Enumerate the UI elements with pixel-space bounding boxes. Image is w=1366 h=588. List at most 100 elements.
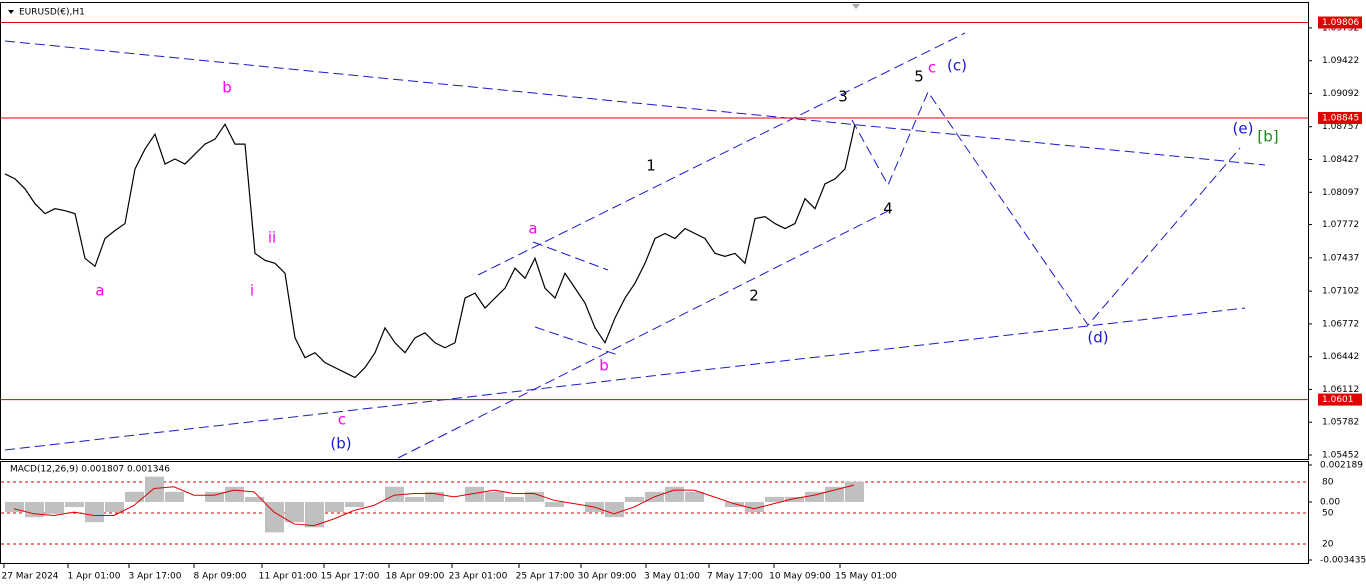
trend-line bbox=[397, 209, 891, 459]
histogram-bar bbox=[805, 491, 824, 502]
x-tick-label: 27 Mar 2024 bbox=[1, 572, 58, 582]
trend-line bbox=[532, 241, 609, 271]
y-tick-label: 1.09092 bbox=[1322, 89, 1359, 99]
wave-label: ii bbox=[268, 229, 276, 247]
trend-line bbox=[4, 307, 1246, 451]
histogram-bar bbox=[345, 501, 364, 508]
x-tick-label: 15 Apr 17:00 bbox=[321, 572, 380, 582]
histogram-bar bbox=[45, 501, 64, 514]
wave-label: [b] bbox=[1257, 128, 1278, 146]
y-tick-label: 1.06772 bbox=[1322, 319, 1359, 329]
y-tick-label: 0.00 bbox=[1320, 497, 1340, 507]
wave-label: c bbox=[338, 411, 346, 429]
x-tick-label: 8 Apr 09:00 bbox=[194, 572, 247, 582]
histogram-bar bbox=[225, 486, 244, 502]
wave-label: b bbox=[222, 79, 232, 97]
x-tick-label: 3 Apr 17:00 bbox=[129, 572, 182, 582]
y-tick-label: 1.06442 bbox=[1322, 352, 1359, 362]
projection-path bbox=[851, 90, 1241, 326]
histogram-bar bbox=[425, 491, 444, 502]
level-label-box bbox=[1318, 111, 1362, 124]
wave-label: c bbox=[928, 59, 936, 77]
histogram-bar bbox=[265, 501, 284, 533]
y-tick-label: 1.07437 bbox=[1322, 253, 1359, 263]
wave-label: 5 bbox=[914, 68, 924, 86]
y-tick-label: 1.07772 bbox=[1322, 220, 1359, 230]
histogram-bar bbox=[825, 486, 844, 502]
level-label: 20 bbox=[1322, 540, 1334, 550]
y-tick-label: 1.06112 bbox=[1322, 385, 1359, 395]
level-label-box bbox=[1318, 16, 1362, 29]
wave-label: (d) bbox=[1087, 329, 1108, 347]
histogram-bar bbox=[385, 486, 404, 502]
y-tick-label: 0.002189 bbox=[1320, 461, 1363, 471]
histogram-bar bbox=[485, 491, 504, 502]
histogram-bar bbox=[505, 496, 524, 502]
trend-line bbox=[4, 40, 1266, 166]
histogram-bar bbox=[545, 501, 564, 508]
x-tick-label: 3 May 01:00 bbox=[644, 572, 700, 582]
macd-frame bbox=[0, 461, 1309, 564]
histogram-bar bbox=[405, 496, 424, 502]
wave-label: 2 bbox=[749, 287, 759, 305]
wave-label: b bbox=[599, 357, 609, 375]
histogram-bar bbox=[85, 501, 104, 523]
x-tick-label: 10 May 09:00 bbox=[769, 572, 831, 582]
shift-marker bbox=[852, 4, 860, 9]
histogram-bar bbox=[285, 501, 304, 523]
y-tick-label: -0.003435 bbox=[1320, 556, 1366, 566]
chart-title: EURUSD(€),H1 bbox=[19, 8, 85, 18]
trend-lines bbox=[4, 32, 1266, 459]
x-tick-label: 7 May 17:00 bbox=[707, 572, 763, 582]
wave-label: i bbox=[250, 282, 254, 300]
histogram-bar bbox=[625, 496, 644, 502]
histogram-bar bbox=[105, 501, 124, 513]
wave-label: (e) bbox=[1233, 120, 1254, 138]
trend-line bbox=[477, 32, 966, 276]
histogram-bar bbox=[305, 501, 324, 528]
y-tick-label: 1.09422 bbox=[1322, 56, 1359, 66]
level-label: 50 bbox=[1322, 509, 1334, 519]
level-label: 80 bbox=[1322, 478, 1334, 488]
signal-line bbox=[13, 484, 855, 527]
histogram-bar bbox=[725, 501, 744, 508]
y-tick-label: 1.05782 bbox=[1322, 418, 1359, 428]
histogram-bar bbox=[665, 486, 684, 502]
y-tick-label: 1.05452 bbox=[1322, 451, 1359, 461]
x-tick-label: 30 Apr 09:00 bbox=[578, 572, 637, 582]
histogram-bar bbox=[245, 496, 264, 502]
histogram-bar bbox=[525, 491, 544, 502]
histogram-bar bbox=[25, 501, 44, 518]
histogram-bar bbox=[145, 476, 164, 502]
x-tick-label: 1 Apr 01:00 bbox=[68, 572, 121, 582]
y-tick-label: 1.08427 bbox=[1322, 155, 1359, 165]
level-label: 1.09806 bbox=[1322, 18, 1359, 28]
wave-label: (c) bbox=[947, 57, 967, 75]
menu-arrow[interactable] bbox=[8, 10, 14, 14]
histogram-bar bbox=[65, 501, 84, 508]
histogram-bar bbox=[785, 496, 804, 502]
level-label: 1.08845 bbox=[1322, 113, 1359, 123]
histogram-bar bbox=[685, 491, 704, 502]
histogram-bar bbox=[325, 501, 344, 513]
x-tick-label: 25 Apr 17:00 bbox=[516, 572, 575, 582]
wave-label: a bbox=[528, 220, 537, 238]
x-tick-label: 15 May 01:00 bbox=[835, 572, 897, 582]
wave-label: (b) bbox=[330, 435, 351, 453]
histogram-bar bbox=[5, 501, 24, 513]
level-label: 1.0601 bbox=[1322, 395, 1354, 405]
histogram-bar bbox=[745, 501, 764, 513]
y-tick-label: 1.07102 bbox=[1322, 287, 1359, 297]
wave-label: 4 bbox=[883, 200, 893, 218]
histogram-bar bbox=[205, 491, 224, 502]
x-tick-label: 18 Apr 09:00 bbox=[386, 572, 445, 582]
price-line bbox=[4, 123, 856, 379]
wave-label: a bbox=[95, 282, 104, 300]
histogram-bar bbox=[605, 501, 624, 518]
histogram-bar bbox=[845, 481, 864, 502]
wave-label: 3 bbox=[838, 88, 848, 106]
level-label-box bbox=[1318, 393, 1362, 406]
y-tick-label: 1.08757 bbox=[1322, 122, 1359, 132]
histogram-bar bbox=[465, 486, 484, 502]
